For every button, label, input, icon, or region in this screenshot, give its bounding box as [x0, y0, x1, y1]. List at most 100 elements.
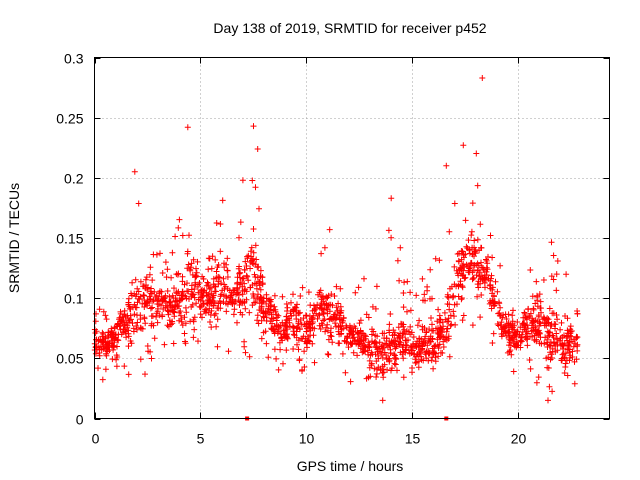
data-point: [126, 317, 133, 324]
data-point: [372, 338, 379, 345]
data-point: [391, 351, 398, 358]
data-point: [441, 336, 448, 343]
data-point: [554, 316, 561, 323]
data-point: [376, 348, 383, 355]
data-point: [548, 273, 555, 280]
data-point: [293, 316, 300, 322]
data-point: [259, 299, 266, 306]
data-point: [200, 288, 207, 295]
data-point: [329, 339, 336, 346]
data-point: [464, 263, 471, 270]
data-point: [357, 327, 364, 334]
data-point: [362, 333, 369, 340]
data-point: [190, 256, 197, 263]
data-point: [120, 314, 127, 321]
data-point: [495, 310, 502, 317]
data-point: [184, 124, 191, 131]
data-point: [365, 339, 372, 346]
data-point: [559, 351, 566, 358]
data-point: [438, 333, 445, 339]
data-point: [185, 288, 192, 295]
data-point: [541, 340, 548, 347]
data-point: [195, 338, 201, 345]
data-point: [181, 314, 188, 321]
data-point: [256, 205, 262, 212]
data-point: [399, 334, 406, 341]
data-point: [125, 371, 132, 378]
data-point: [216, 298, 223, 304]
data-point: [557, 326, 564, 333]
data-point: [158, 293, 165, 300]
data-point: [521, 321, 527, 328]
data-point: [564, 315, 571, 322]
data-point: [369, 303, 376, 310]
data-point: [447, 285, 453, 292]
data-point: [388, 195, 395, 202]
data-point: [574, 347, 581, 354]
data-point: [99, 376, 106, 383]
data-point: [401, 326, 408, 333]
data-point: [407, 323, 414, 330]
data-point: [333, 304, 340, 311]
data-point: [434, 318, 441, 325]
data-point: [113, 356, 120, 363]
data-point: [300, 315, 307, 322]
chart-title: Day 138 of 2019, SRMTID for receiver p45…: [213, 20, 486, 36]
data-point: [147, 296, 154, 302]
data-point: [234, 274, 241, 281]
data-point: [414, 351, 421, 358]
data-point: [450, 308, 457, 315]
data-point: [217, 248, 224, 255]
data-point: [250, 249, 257, 256]
data-point: [256, 282, 263, 289]
data-point: [121, 363, 128, 370]
data-point: [535, 331, 541, 338]
data-point: [196, 280, 203, 286]
data-point: [273, 311, 280, 318]
data-point: [328, 325, 334, 332]
data-point: [468, 228, 475, 235]
data-point: [149, 277, 156, 284]
y-tick-label: 0: [76, 412, 84, 428]
data-point: [468, 232, 475, 239]
data-point: [102, 366, 109, 373]
data-point: [339, 350, 346, 357]
data-point: [174, 303, 181, 309]
data-point: [251, 280, 258, 287]
data-point: [220, 275, 227, 282]
data-point: [193, 265, 199, 272]
data-point: [291, 324, 297, 331]
data-point: [189, 292, 196, 299]
data-point: [93, 310, 99, 317]
data-point: [443, 162, 450, 169]
data-point: [532, 326, 539, 333]
data-point: [116, 323, 123, 330]
data-point: [353, 340, 360, 347]
data-point: [114, 343, 120, 350]
data-point: [431, 343, 438, 350]
data-point: [239, 288, 246, 294]
data-point: [545, 316, 552, 323]
data-point: [505, 330, 512, 337]
data-point: [184, 265, 191, 272]
data-point: [474, 236, 481, 243]
data-point: [347, 339, 354, 346]
data-point: [368, 331, 375, 338]
data-point: [296, 356, 303, 363]
data-point: [252, 242, 259, 249]
data-point: [276, 339, 283, 346]
data-point: [131, 311, 138, 318]
data-point: [166, 293, 173, 300]
data-point: [527, 310, 534, 317]
data-point: [379, 354, 386, 361]
data-point: [335, 300, 342, 307]
data-point: [537, 298, 544, 305]
data-point: [215, 273, 222, 280]
data-point: [236, 270, 243, 277]
data-point: [223, 308, 230, 315]
data-point: [181, 330, 188, 337]
data-point: [277, 346, 284, 353]
data-point: [379, 370, 386, 376]
data-point: [217, 221, 224, 227]
data-point: [304, 337, 311, 344]
